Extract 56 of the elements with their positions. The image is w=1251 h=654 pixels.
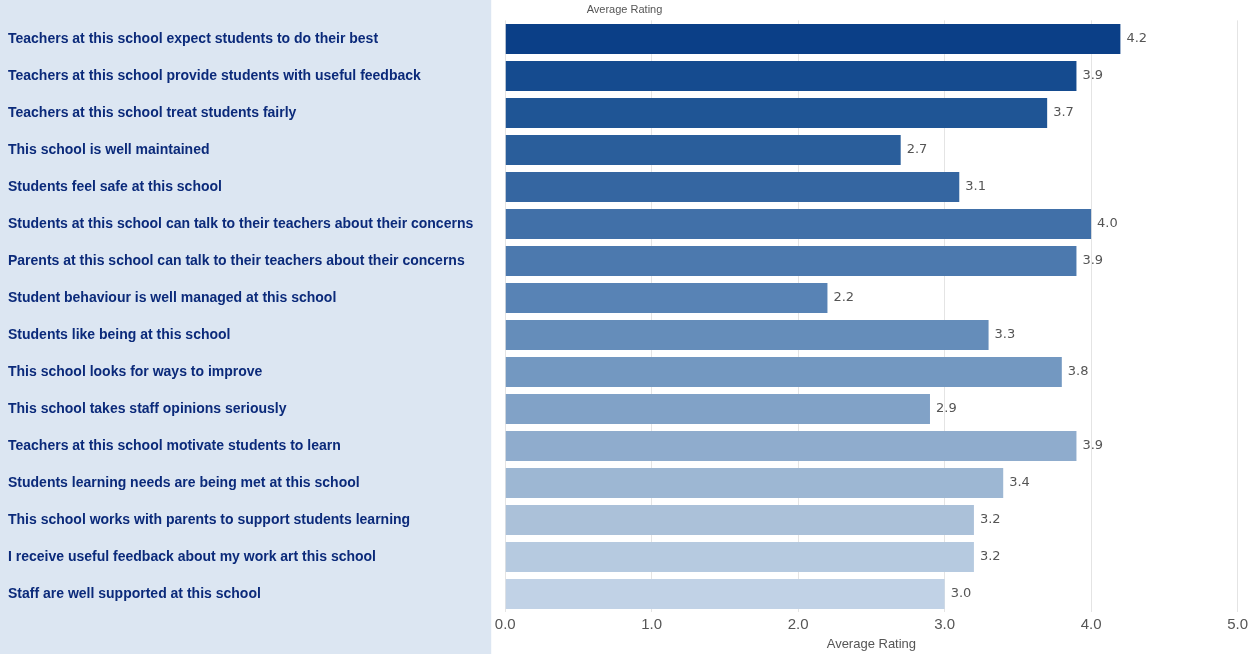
y-tick-label: Students at this school can talk to their teachers about their concerns xyxy=(8,214,474,231)
y-tick-label: Staff are well supported at this school xyxy=(8,584,261,601)
data-label: 3.3 xyxy=(994,326,1016,342)
data-label: 3.9 xyxy=(1082,67,1104,83)
y-tick-label: This school takes staff opinions seriously xyxy=(8,399,287,416)
bar xyxy=(505,23,1121,54)
data-label: 4.0 xyxy=(1097,215,1118,231)
data-label: 2.7 xyxy=(906,141,928,157)
bar xyxy=(505,319,989,350)
bar xyxy=(505,504,974,535)
data-label: 4.2 xyxy=(1126,30,1148,46)
y-tick-label: Teachers at this school motivate students to learn xyxy=(8,436,341,453)
data-label: 3.1 xyxy=(965,178,986,194)
bar xyxy=(505,282,828,313)
data-label: 2.9 xyxy=(935,400,957,416)
data-label: 3.9 xyxy=(1082,252,1104,268)
y-tick-label: Students like being at this school xyxy=(8,325,231,342)
y-tick-label: Parents at this school can talk to their teachers about their concerns xyxy=(8,251,465,268)
bar xyxy=(505,430,1077,461)
data-label: 3.9 xyxy=(1082,437,1104,453)
x-tick-label: 0.0 xyxy=(494,614,516,632)
bar xyxy=(505,393,930,424)
bar xyxy=(505,541,974,572)
y-tick-label: This school looks for ways to improve xyxy=(8,362,263,379)
data-label: 3.0 xyxy=(950,585,972,601)
bar xyxy=(505,60,1077,91)
y-tick-label: Teachers at this school expect students to do their best xyxy=(8,29,379,46)
y-tick-label: This school works with parents to support students learning xyxy=(8,510,411,527)
bar xyxy=(505,134,901,165)
bar xyxy=(505,171,960,202)
data-label: 3.7 xyxy=(1053,104,1074,120)
data-label: 2.2 xyxy=(833,289,855,305)
data-label: 3.4 xyxy=(1009,474,1030,490)
bar xyxy=(505,467,1004,498)
bar xyxy=(505,578,945,609)
x-tick-label: 1.0 xyxy=(641,614,663,632)
x-tick-label: 4.0 xyxy=(1080,614,1102,632)
data-label: 3.8 xyxy=(1067,363,1089,379)
bar xyxy=(505,208,1092,239)
bar xyxy=(505,245,1077,276)
x-tick-label: 3.0 xyxy=(934,614,956,632)
y-tick-label: Students feel safe at this school xyxy=(8,177,222,194)
bar xyxy=(505,356,1062,387)
y-tick-label: Teachers at this school treat students fairly xyxy=(8,103,297,120)
y-tick-label: Teachers at this school provide students with useful feedback xyxy=(8,66,422,83)
chart-title: Average Rating xyxy=(586,2,663,15)
x-axis-title: Average Rating xyxy=(826,635,917,651)
data-label: 3.2 xyxy=(979,511,1001,527)
y-tick-label: I receive useful feedback about my work art this school xyxy=(8,547,377,564)
x-tick-label: 2.0 xyxy=(787,614,809,632)
y-tick-label: Students learning needs are being met at this school xyxy=(8,473,360,490)
bar xyxy=(505,97,1048,128)
data-label: 3.2 xyxy=(979,548,1001,564)
y-tick-label: Student behaviour is well managed at this school xyxy=(8,288,337,305)
y-tick-label: This school is well maintained xyxy=(8,140,210,157)
x-tick-label: 5.0 xyxy=(1227,614,1248,632)
